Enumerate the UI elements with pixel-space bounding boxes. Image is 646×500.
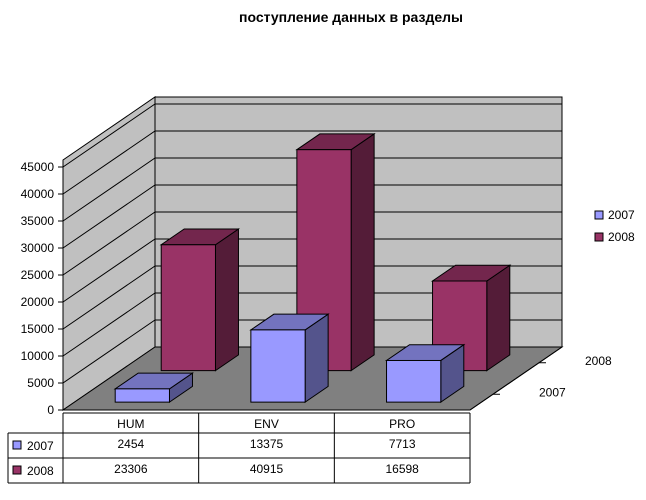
bar-front bbox=[160, 244, 216, 372]
bar-side bbox=[486, 264, 511, 372]
table-cell: 40915 bbox=[250, 462, 284, 476]
bar-front bbox=[114, 388, 170, 403]
legend-label: 2007 bbox=[608, 208, 635, 222]
bar-2007-ENV bbox=[249, 313, 330, 404]
gridline bbox=[62, 265, 562, 330]
y-tick-label: 20000 bbox=[21, 295, 55, 309]
gridline bbox=[62, 238, 562, 303]
gridline bbox=[62, 130, 562, 195]
table-header: HUM bbox=[117, 417, 144, 431]
gridline bbox=[62, 184, 562, 249]
y-tick-label: 10000 bbox=[21, 349, 55, 363]
depth-label: 2007 bbox=[539, 385, 566, 399]
y-tick-label: 25000 bbox=[21, 268, 55, 282]
gridline bbox=[62, 103, 562, 168]
y-tick-label: 5000 bbox=[27, 376, 54, 390]
table-cell: 2454 bbox=[117, 437, 144, 451]
y-tick-label: 45000 bbox=[21, 160, 55, 174]
y-tick-label: 35000 bbox=[21, 214, 55, 228]
table-cell: 7713 bbox=[389, 437, 416, 451]
gridline bbox=[62, 157, 562, 222]
table-swatch-2008 bbox=[12, 465, 22, 475]
y-tick-label: 0 bbox=[47, 403, 54, 417]
bar-front bbox=[386, 359, 442, 403]
table-series-label: 2007 bbox=[27, 439, 54, 453]
gridline bbox=[62, 319, 562, 384]
depth-axis bbox=[469, 346, 563, 411]
gridline bbox=[62, 211, 562, 276]
table-series-label: 2008 bbox=[27, 464, 54, 478]
bar-2008-ENV bbox=[295, 132, 376, 372]
depth-label: 2008 bbox=[585, 354, 612, 368]
table-cell: 16598 bbox=[385, 462, 419, 476]
table-header: ENV bbox=[254, 417, 279, 431]
bar-side bbox=[350, 132, 375, 372]
bar-side bbox=[214, 228, 239, 372]
legend-label: 2008 bbox=[608, 230, 635, 244]
legend-swatch-2007 bbox=[594, 210, 604, 220]
legend-swatch-2008 bbox=[594, 232, 604, 242]
bar-2007-HUM bbox=[113, 372, 195, 404]
y-tick-label: 40000 bbox=[21, 187, 55, 201]
table-cell: 23306 bbox=[114, 462, 148, 476]
bar-2008-HUM bbox=[159, 228, 241, 372]
bar-2007-PRO bbox=[384, 343, 466, 404]
gridline bbox=[62, 292, 562, 357]
y-tick-label: 30000 bbox=[21, 241, 55, 255]
y-tick-label: 15000 bbox=[21, 322, 55, 336]
table-cell: 13375 bbox=[250, 437, 284, 451]
table-swatch-2007 bbox=[12, 440, 22, 450]
table-header: PRO bbox=[389, 417, 415, 431]
chart-title: поступление данных в разделы bbox=[239, 9, 463, 25]
bar-front bbox=[250, 329, 306, 403]
